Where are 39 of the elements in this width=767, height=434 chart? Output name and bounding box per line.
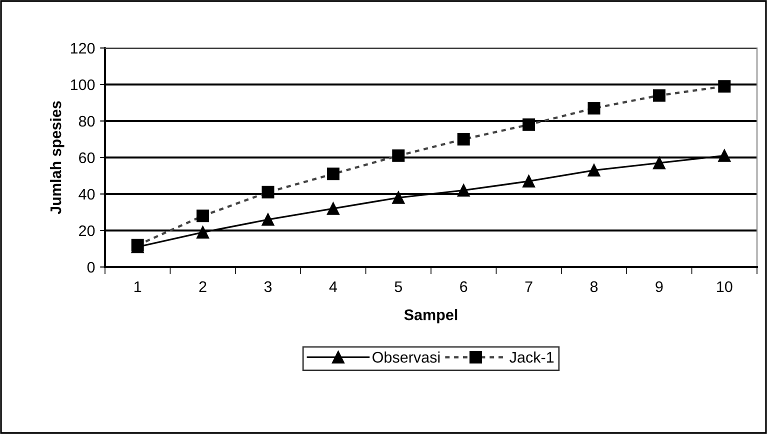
- x-axis-title: Sampel: [404, 309, 458, 324]
- point: [196, 226, 210, 239]
- x-tick-label: 8: [590, 281, 598, 292]
- y-tick-label: 80: [78, 116, 95, 127]
- y-tick-label: 20: [79, 225, 95, 236]
- x-tick-label: 4: [329, 281, 337, 292]
- x-tick-label: 10: [717, 281, 732, 292]
- point: [392, 191, 405, 204]
- point: [457, 184, 470, 197]
- x-tick-label: 2: [199, 281, 206, 292]
- legend-label: Observasi: [372, 351, 440, 363]
- point: [326, 202, 340, 215]
- point: [652, 89, 666, 102]
- x-tick-label: 6: [460, 281, 468, 292]
- x-tick-label: 7: [525, 281, 532, 292]
- point: [262, 186, 274, 198]
- y-tick-label: 40: [78, 188, 95, 200]
- point: [718, 80, 731, 93]
- x-tick-label: 9: [656, 281, 663, 292]
- y-tick-label: 0: [87, 262, 95, 273]
- x-tick-label: 1: [134, 281, 142, 292]
- point: [588, 164, 600, 177]
- point: [718, 149, 731, 162]
- point: [522, 174, 536, 188]
- point: [196, 210, 210, 222]
- y-axis-title: Jumlah spesies: [50, 101, 64, 214]
- y-tick-label: 100: [70, 79, 95, 90]
- point: [522, 118, 536, 131]
- point: [262, 213, 274, 226]
- point: [588, 102, 600, 114]
- y-tick-label: 60: [79, 152, 95, 164]
- x-tick-label: 3: [264, 281, 272, 292]
- legend-label: Jack-1: [510, 351, 554, 363]
- point: [392, 149, 405, 162]
- y-tick-label: 120: [70, 42, 95, 54]
- point: [457, 133, 470, 146]
- x-tick-label: 5: [394, 281, 402, 292]
- point: [652, 156, 666, 170]
- point: [326, 168, 340, 180]
